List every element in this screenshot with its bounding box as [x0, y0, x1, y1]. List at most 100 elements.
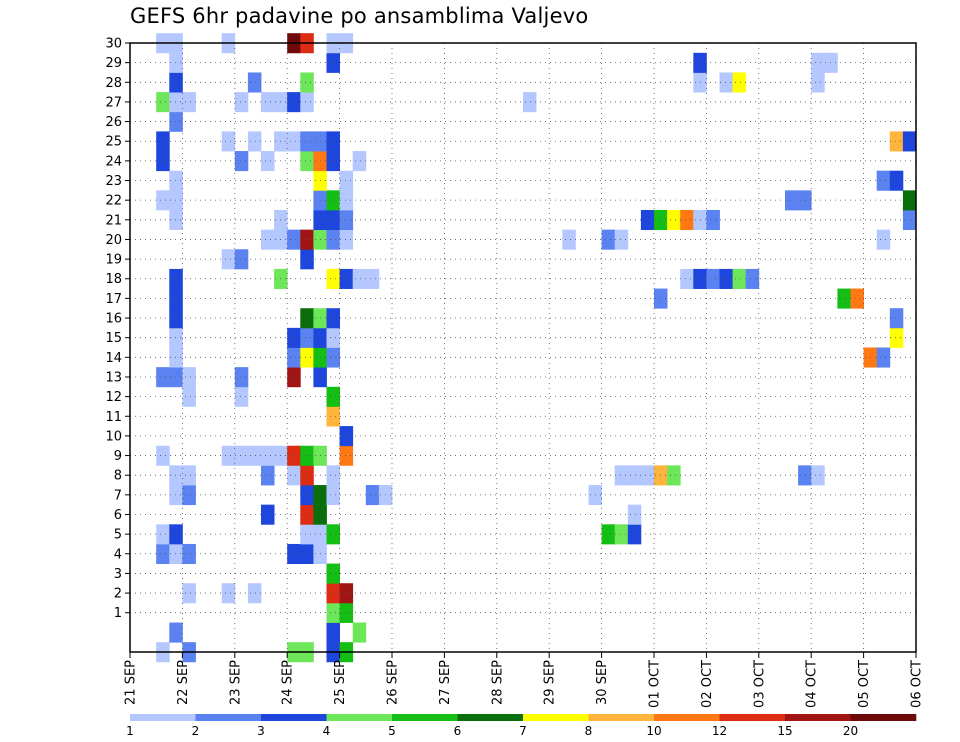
- x-tick-label: 05 OCT: [857, 660, 872, 708]
- heatmap-cell: [169, 465, 183, 486]
- heatmap-cell: [182, 543, 196, 564]
- heatmap-cell: [300, 445, 314, 466]
- x-tick-label: 04 OCT: [805, 660, 820, 708]
- heatmap-cell: [326, 131, 340, 152]
- heatmap-cell: [680, 209, 694, 231]
- heatmap-cell: [169, 209, 183, 231]
- y-tick-label: 30: [105, 37, 122, 52]
- heatmap-cell: [300, 465, 314, 486]
- heatmap-cell: [247, 583, 262, 604]
- y-tick-label: 10: [105, 429, 122, 444]
- heatmap-cell: [300, 92, 314, 113]
- heatmap-cell: [169, 485, 183, 506]
- colorbar-swatch: [457, 714, 524, 721]
- heatmap-cell: [627, 465, 642, 486]
- heatmap-cell: [156, 151, 170, 172]
- y-tick-label: 20: [105, 233, 122, 248]
- x-tick-label: 22 SEP: [176, 660, 191, 705]
- x-tick-label: 27 SEP: [438, 660, 453, 705]
- y-tick-label: 24: [105, 154, 122, 169]
- heatmap-cell: [300, 543, 314, 564]
- y-tick-label: 6: [114, 508, 122, 523]
- heatmap-cell: [326, 268, 340, 289]
- heatmap-cell: [156, 543, 170, 564]
- y-tick-label: 29: [105, 56, 122, 71]
- heatmap-cell: [326, 563, 340, 584]
- heatmap-cell: [156, 445, 170, 466]
- heatmap-cell: [902, 209, 917, 231]
- heatmap-cell: [169, 52, 183, 73]
- colorbar-swatch: [719, 714, 786, 721]
- heatmap-cell: [824, 52, 838, 73]
- y-tick-label: 13: [105, 370, 122, 385]
- heatmap-cell: [640, 209, 655, 231]
- x-tick-label: 01 OCT: [648, 660, 663, 708]
- heatmap-cell: [300, 131, 314, 152]
- heatmap-cell: [234, 367, 249, 388]
- heatmap-cell: [156, 190, 170, 211]
- heatmap-cell: [811, 72, 825, 93]
- x-tick-label: 25 SEP: [333, 660, 348, 705]
- heatmap-cell: [247, 72, 262, 93]
- heatmap-cell: [719, 72, 733, 93]
- x-tick-label: 29 SEP: [543, 660, 558, 705]
- heatmap-cell: [339, 445, 354, 466]
- y-tick-label: 18: [105, 272, 122, 287]
- heatmap-cell: [365, 485, 380, 506]
- heatmap-cell: [169, 524, 183, 545]
- heatmap-cell: [326, 485, 340, 506]
- x-tick-label: 28 SEP: [490, 660, 505, 705]
- y-tick-label: 11: [105, 410, 122, 425]
- colorbar-swatch: [392, 714, 458, 721]
- heatmap-cell: [326, 622, 340, 643]
- heatmap-cell: [326, 406, 340, 427]
- colorbar-swatch: [588, 714, 655, 721]
- heatmap-cell: [169, 72, 183, 93]
- heatmap-cell: [287, 327, 301, 348]
- colorbar-swatch: [654, 714, 720, 721]
- heatmap-cell: [889, 308, 904, 329]
- heatmap-cell: [889, 327, 904, 348]
- heatmap-cell: [300, 229, 314, 250]
- colorbar-swatch: [523, 714, 589, 721]
- y-tick-label: 15: [105, 331, 122, 346]
- heatmap-cell: [169, 288, 183, 309]
- colorbar-label: 15: [777, 724, 792, 738]
- heatmap-cell: [352, 622, 367, 643]
- heatmap-cell: [876, 347, 891, 368]
- colorbar-swatch: [130, 714, 196, 721]
- y-tick-label: 17: [105, 292, 122, 307]
- y-tick-label: 14: [105, 351, 122, 366]
- heatmap-cell: [876, 229, 891, 250]
- heatmap-cell: [326, 308, 340, 329]
- heatmap-cell: [221, 249, 236, 270]
- heatmap-cell: [601, 229, 616, 250]
- heatmap-cell: [182, 583, 196, 604]
- heatmap-cell: [261, 229, 275, 250]
- heatmap-cell: [902, 131, 917, 152]
- heatmap-cell: [706, 268, 720, 289]
- y-tick-label: 8: [114, 469, 122, 484]
- heatmap-cell: [326, 151, 340, 172]
- heatmap-cell: [221, 131, 236, 152]
- x-tick-label: 02 OCT: [700, 660, 715, 708]
- gridlines: [130, 42, 917, 652]
- heatmap-cell: [300, 524, 314, 545]
- heatmap-cell: [719, 268, 733, 289]
- y-tick-label: 12: [105, 390, 122, 405]
- colorbar-swatch: [850, 714, 917, 721]
- heatmap-cell: [339, 426, 354, 447]
- heatmap-cell: [562, 229, 576, 250]
- heatmap-cell: [287, 367, 301, 388]
- heatmap-cell: [287, 445, 301, 466]
- colorbar-label: 7: [519, 724, 527, 738]
- heatmap-cell: [221, 583, 236, 604]
- heatmap-cell: [326, 524, 340, 545]
- heatmap-cell: [169, 308, 183, 329]
- heatmap-cell: [182, 485, 196, 506]
- y-tick-label: 3: [114, 567, 122, 582]
- heatmap-cell: [182, 465, 196, 486]
- y-tick-label: 5: [114, 528, 122, 543]
- heatmap-cell: [706, 209, 720, 231]
- x-tick-label: 03 OCT: [752, 660, 767, 708]
